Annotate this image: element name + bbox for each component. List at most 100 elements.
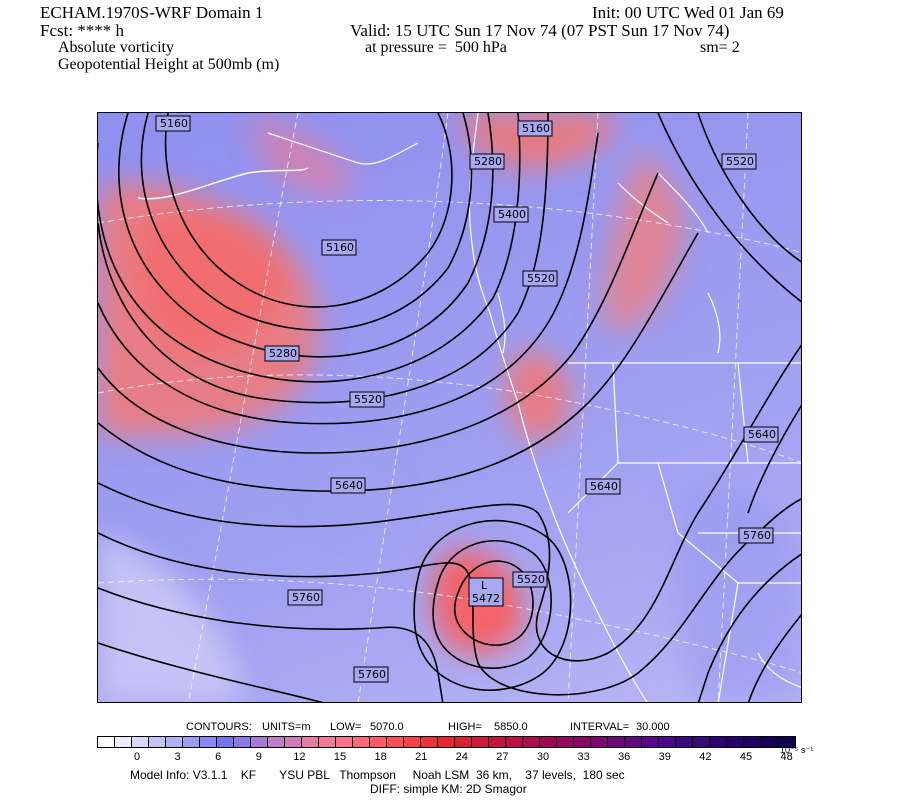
map-svg: 5160 5160 5280 5520 5400 5160 5520 5280 … — [98, 113, 801, 702]
colorbar-cell — [472, 737, 489, 747]
low-center-marker: L 5472 — [468, 577, 504, 607]
smoothing: sm= 2 — [700, 39, 740, 56]
colorbar-cell — [149, 737, 166, 747]
colorbar-cell — [642, 737, 659, 747]
colorbar-tick-label: 18 — [374, 751, 387, 763]
contour-label: 5520 — [512, 571, 548, 588]
colorbar-cell — [353, 737, 370, 747]
contour-label: 5280 — [469, 153, 505, 170]
colorbar-tick-label: 30 — [536, 751, 550, 763]
contour-label: 5160 — [155, 115, 191, 132]
colorbar-units: 10⁻⁵ s⁻¹ — [780, 745, 814, 755]
svg-text:5760: 5760 — [743, 529, 771, 542]
svg-text:5520: 5520 — [517, 573, 545, 586]
colorbar-cell — [302, 737, 319, 747]
contour-label: 5520 — [522, 270, 558, 287]
colorbar-cell — [557, 737, 574, 747]
contour-label: 5760 — [353, 666, 389, 683]
field-name-shaded: Absolute vorticity — [58, 39, 174, 56]
colorbar-cell — [523, 737, 540, 747]
map-panel: 5160 5160 5280 5520 5400 5160 5520 5280 … — [97, 112, 802, 703]
colorbar-cell — [710, 737, 727, 747]
colorbar-cell — [455, 737, 472, 747]
field-name-contour: Geopotential Height at 500mb (m) — [58, 56, 280, 73]
colorbar-tick-label: 12 — [293, 751, 306, 763]
colorbar-cell — [489, 737, 506, 747]
colorbar-cell — [506, 737, 523, 747]
svg-text:5640: 5640 — [748, 428, 776, 441]
contours-low-label: LOW= — [330, 721, 362, 733]
colorbar-cell — [234, 737, 251, 747]
colorbar-cell — [625, 737, 642, 747]
contour-label: 5760 — [738, 527, 774, 544]
colorbar-cell — [591, 737, 608, 747]
contour-label: 5520 — [721, 153, 757, 170]
colorbar-cell — [319, 737, 336, 747]
colorbar-cell — [778, 737, 795, 747]
contours-label: CONTOURS: — [186, 721, 252, 733]
svg-text:5760: 5760 — [292, 591, 320, 604]
model-info: Model Info: V3.1.1 KF YSU PBL Thompson N… — [130, 768, 625, 782]
colorbar-tick-label: 24 — [455, 751, 468, 763]
colorbar-cell — [404, 737, 421, 747]
svg-text:5160: 5160 — [160, 117, 188, 130]
colorbar-ticks: 0 3 6 9 12 15 18 21 24 27 30 33 36 39 42 45 48 — [97, 751, 802, 765]
svg-text:5280: 5280 — [269, 347, 297, 360]
colorbar-cell — [200, 737, 217, 747]
colorbar-cell — [217, 737, 234, 747]
contour-label: 5640 — [330, 477, 366, 494]
svg-text:5520: 5520 — [726, 155, 754, 168]
contours-units: UNITS=m — [262, 721, 311, 733]
vorticity-shading — [98, 113, 801, 702]
colorbar-cell — [370, 737, 387, 747]
contour-label: 5760 — [287, 589, 323, 606]
contours-high: 5850.0 — [494, 721, 528, 733]
colorbar-cell — [251, 737, 268, 747]
contour-label: 5640 — [585, 478, 621, 495]
colorbar-tick-label: 6 — [215, 751, 222, 763]
colorbar-cell — [387, 737, 404, 747]
colorbar — [97, 736, 796, 748]
contour-labels: 5160 5160 5280 5520 5400 5160 5520 5280 … — [155, 115, 779, 683]
colorbar-cell — [336, 737, 353, 747]
colorbar-cell — [132, 737, 149, 747]
valid-time: Valid: 15 UTC Sun 17 Nov 74 (07 PST Sun … — [350, 21, 730, 40]
contour-label: 5640 — [743, 426, 779, 443]
contour-label: 5400 — [493, 206, 529, 223]
colorbar-tick-label: 48 — [780, 751, 793, 763]
svg-text:5640: 5640 — [335, 479, 363, 492]
colorbar-tick-label: 15 — [333, 751, 347, 763]
contours-low: 5070.0 — [370, 721, 404, 733]
colorbar-tick-label: 21 — [415, 751, 428, 763]
colorbar-cell — [540, 737, 557, 747]
colorbar-cell — [574, 737, 591, 747]
contours-high-label: HIGH= — [448, 721, 482, 733]
svg-text:5520: 5520 — [527, 272, 555, 285]
colorbar-tick-label: 39 — [658, 751, 671, 763]
contour-label: 5520 — [349, 391, 385, 408]
pressure-level: at pressure = 500 hPa — [365, 39, 507, 56]
colorbar-cell — [268, 737, 285, 747]
model-title: ECHAM.1970S-WRF Domain 1 — [40, 3, 264, 22]
colorbar-cell — [285, 737, 302, 747]
init-time: Init: 00 UTC Wed 01 Jan 69 — [592, 3, 784, 22]
svg-text:5400: 5400 — [498, 208, 526, 221]
latlon-grid — [98, 113, 801, 702]
diff-info: DIFF: simple KM: 2D Smagor — [370, 782, 527, 796]
colorbar-cell — [744, 737, 761, 747]
colorbar-cell — [676, 737, 693, 747]
contour-label: 5160 — [517, 120, 553, 137]
colorbar-cell — [693, 737, 710, 747]
colorbar-tick-label: 9 — [255, 751, 262, 763]
colorbar-cell — [98, 737, 115, 747]
colorbar-tick-label: 3 — [174, 751, 181, 763]
svg-text:5160: 5160 — [326, 241, 354, 254]
colorbar-cell — [115, 737, 132, 747]
contour-label: 5280 — [264, 345, 300, 362]
colorbar-tick-label: 27 — [496, 751, 509, 763]
colorbar-tick-label: 33 — [577, 751, 590, 763]
svg-text:5160: 5160 — [522, 122, 550, 135]
svg-text:5760: 5760 — [358, 668, 386, 681]
colorbar-cell — [421, 737, 438, 747]
contour-label: 5160 — [321, 239, 357, 256]
